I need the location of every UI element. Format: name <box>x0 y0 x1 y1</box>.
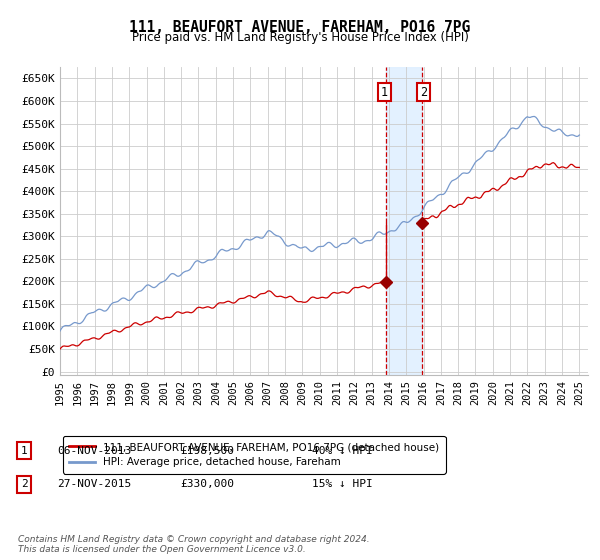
Text: 1: 1 <box>380 86 388 99</box>
Text: 1: 1 <box>20 446 28 456</box>
Text: 2: 2 <box>421 86 427 99</box>
Text: £198,500: £198,500 <box>180 446 234 456</box>
Text: 15% ↓ HPI: 15% ↓ HPI <box>312 479 373 489</box>
Text: Price paid vs. HM Land Registry's House Price Index (HPI): Price paid vs. HM Land Registry's House … <box>131 31 469 44</box>
Bar <box>386 67 422 375</box>
Text: 27-NOV-2015: 27-NOV-2015 <box>57 479 131 489</box>
Text: 111, BEAUFORT AVENUE, FAREHAM, PO16 7PG: 111, BEAUFORT AVENUE, FAREHAM, PO16 7PG <box>130 20 470 35</box>
Legend: 111, BEAUFORT AVENUE, FAREHAM, PO16 7PG (detached house), HPI: Average price, de: 111, BEAUFORT AVENUE, FAREHAM, PO16 7PG … <box>62 436 446 474</box>
Text: 06-NOV-2013: 06-NOV-2013 <box>57 446 131 456</box>
Text: 2: 2 <box>20 479 28 489</box>
Text: Contains HM Land Registry data © Crown copyright and database right 2024.
This d: Contains HM Land Registry data © Crown c… <box>18 535 370 554</box>
Text: 40% ↓ HPI: 40% ↓ HPI <box>312 446 373 456</box>
Text: £330,000: £330,000 <box>180 479 234 489</box>
